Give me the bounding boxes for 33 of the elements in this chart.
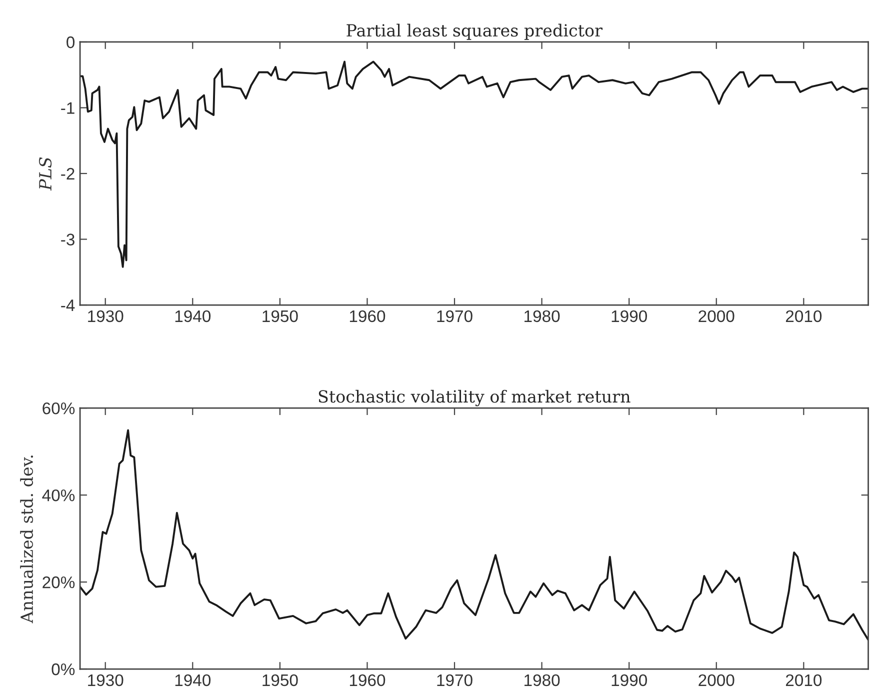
y-axis-title: Annualized std. dev. (20, 455, 34, 624)
line-series (80, 429, 868, 641)
x-tick-label: 2000 (698, 310, 734, 322)
y-tick-label: 60% (42, 402, 75, 414)
x-tick-label: 1930 (88, 310, 124, 322)
x-tick-label: 1980 (524, 310, 560, 322)
x-tick-label: 1960 (350, 310, 386, 322)
y-tick-label: -4 (61, 300, 75, 312)
x-tick-label: 1940 (175, 310, 211, 322)
x-tick-label: 1990 (612, 674, 647, 686)
x-tick-label: 2000 (698, 674, 734, 686)
line-series (80, 60, 868, 268)
x-tick-label: 1950 (262, 674, 298, 686)
chart-title: Partial least squares predictor (346, 24, 603, 40)
x-tick-label: 2010 (786, 674, 822, 686)
x-tick-label: 1950 (262, 310, 298, 322)
x-tick-label: 1980 (524, 674, 560, 686)
y-tick-label: 40% (42, 489, 75, 502)
y-tick-label: -1 (61, 102, 74, 114)
x-tick-label: 1970 (437, 310, 472, 322)
x-tick-label: 1960 (350, 674, 386, 686)
x-tick-label: 1970 (437, 674, 472, 686)
x-tick-label: 1990 (612, 310, 647, 322)
x-tick-label: 2010 (786, 310, 822, 322)
chart-title: Stochastic volatility of market return (318, 390, 630, 406)
y-tick-label: 0% (52, 663, 75, 676)
y-tick-label: 0 (66, 36, 75, 48)
y-tick-label: -3 (61, 234, 74, 246)
y-axis-title: PLS (38, 157, 52, 191)
x-tick-label: 1940 (175, 674, 211, 686)
x-tick-label: 1930 (88, 674, 124, 686)
y-tick-label: -2 (61, 168, 74, 180)
y-tick-label: 20% (42, 576, 75, 588)
